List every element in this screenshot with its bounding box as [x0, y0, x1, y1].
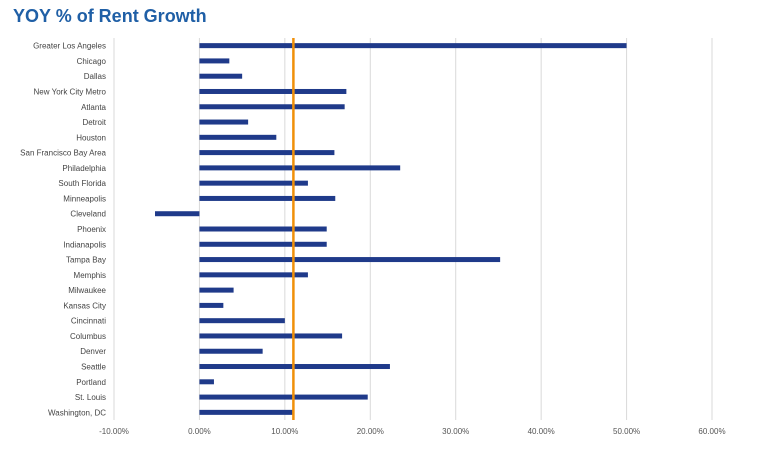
- category-label: Denver: [80, 347, 106, 356]
- category-label: Seattle: [81, 363, 106, 372]
- bar: [155, 211, 200, 217]
- bar: [199, 241, 327, 247]
- category-label: Cleveland: [70, 210, 106, 219]
- bar: [199, 119, 249, 125]
- category-label: Kansas City: [63, 301, 106, 310]
- bar: [199, 88, 347, 94]
- category-label: St. Louis: [75, 393, 106, 402]
- bar: [199, 364, 390, 370]
- bar: [199, 379, 214, 385]
- bar: [199, 318, 285, 324]
- x-tick-label: 0.00%: [188, 427, 211, 436]
- category-label: Atlanta: [81, 103, 106, 112]
- category-label: Memphis: [74, 271, 106, 280]
- bar: [199, 394, 368, 400]
- bar: [199, 104, 345, 110]
- bar: [199, 302, 224, 308]
- bar: [199, 287, 234, 293]
- bar: [199, 165, 401, 171]
- category-label: Phoenix: [77, 225, 106, 234]
- category-label: Minneapolis: [63, 194, 106, 203]
- bar: [199, 272, 308, 278]
- category-label: Tampa Bay: [66, 256, 106, 265]
- category-label: Greater Los Angeles: [33, 42, 106, 51]
- bar: [199, 409, 293, 415]
- category-label: Indianapolis: [63, 240, 106, 249]
- x-tick-label: 30.00%: [442, 427, 469, 436]
- bar: [199, 150, 335, 156]
- x-tick-label: 50.00%: [613, 427, 640, 436]
- category-label: San Francisco Bay Area: [20, 149, 106, 158]
- x-tick-label: 10.00%: [271, 427, 298, 436]
- category-label: Houston: [76, 133, 106, 142]
- category-label: Washington, DC: [48, 408, 106, 417]
- bar: [199, 348, 263, 354]
- category-label: Milwaukee: [68, 286, 106, 295]
- category-label: New York City Metro: [34, 87, 107, 96]
- x-tick-label: 40.00%: [528, 427, 555, 436]
- category-label: Cincinnati: [71, 317, 106, 326]
- category-label: Dallas: [84, 72, 106, 81]
- bar: [199, 257, 501, 263]
- bar: [199, 73, 243, 79]
- category-label: South Florida: [58, 179, 106, 188]
- bar: [199, 43, 627, 49]
- bar: [199, 134, 277, 140]
- bar: [199, 333, 343, 339]
- category-label: Detroit: [82, 118, 106, 127]
- bar: [199, 195, 336, 201]
- bar: [199, 226, 327, 232]
- category-label: Chicago: [77, 57, 107, 66]
- x-tick-label: 20.00%: [357, 427, 384, 436]
- chart-title: YOY % of Rent Growth: [13, 6, 207, 26]
- category-label: Columbus: [70, 332, 106, 341]
- x-tick-label: 60.00%: [698, 427, 725, 436]
- bar: [199, 180, 308, 186]
- x-tick-label: -10.00%: [99, 427, 129, 436]
- category-label: Portland: [76, 378, 106, 387]
- category-label: Philadelphia: [62, 164, 106, 173]
- bar: [199, 58, 230, 64]
